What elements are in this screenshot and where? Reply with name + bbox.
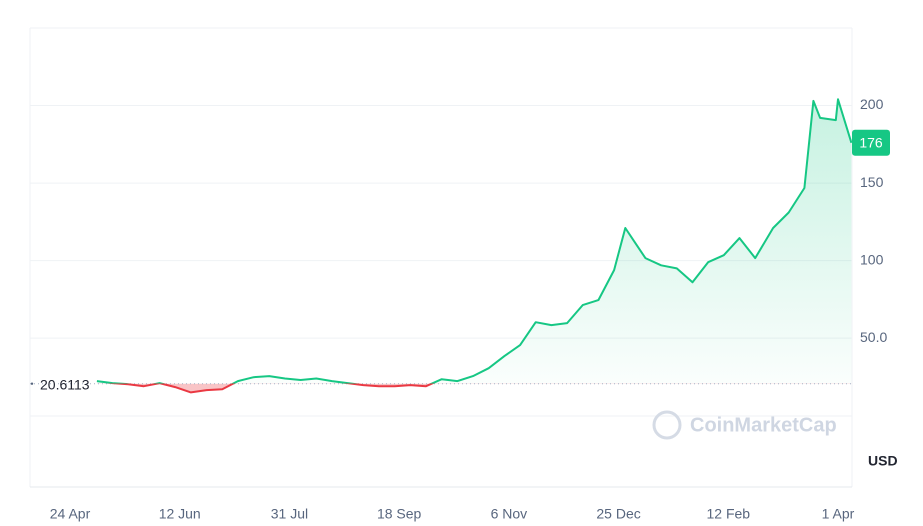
y-tick-label: 150	[860, 174, 884, 190]
baseline-dot	[30, 382, 34, 385]
x-tick-label: 18 Sep	[377, 506, 422, 522]
price-line	[96, 98, 853, 394]
x-tick-label: 1 Apr	[822, 506, 855, 522]
x-tick-label: 24 Apr	[50, 506, 91, 522]
x-tick-label: 12 Jun	[159, 506, 201, 522]
baseline-label: 20.6113	[40, 376, 90, 392]
watermark-text: CoinMarketCap	[690, 414, 837, 436]
x-tick-label: 6 Nov	[491, 506, 528, 522]
y-tick-label: 200	[860, 96, 884, 112]
watermark-logo	[652, 410, 682, 440]
y-tick-label: 100	[860, 251, 884, 267]
x-tick-label: 31 Jul	[271, 506, 308, 522]
price-tag-label: 176	[859, 134, 883, 150]
area-fill	[96, 99, 852, 393]
x-tick-label: 25 Dec	[596, 506, 640, 522]
price-tag	[852, 129, 890, 156]
y-tick-label: 50.0	[860, 329, 887, 345]
x-tick-label: 12 Feb	[706, 506, 750, 522]
watermark: CoinMarketCap	[652, 410, 837, 440]
currency-label: USD	[868, 453, 898, 469]
